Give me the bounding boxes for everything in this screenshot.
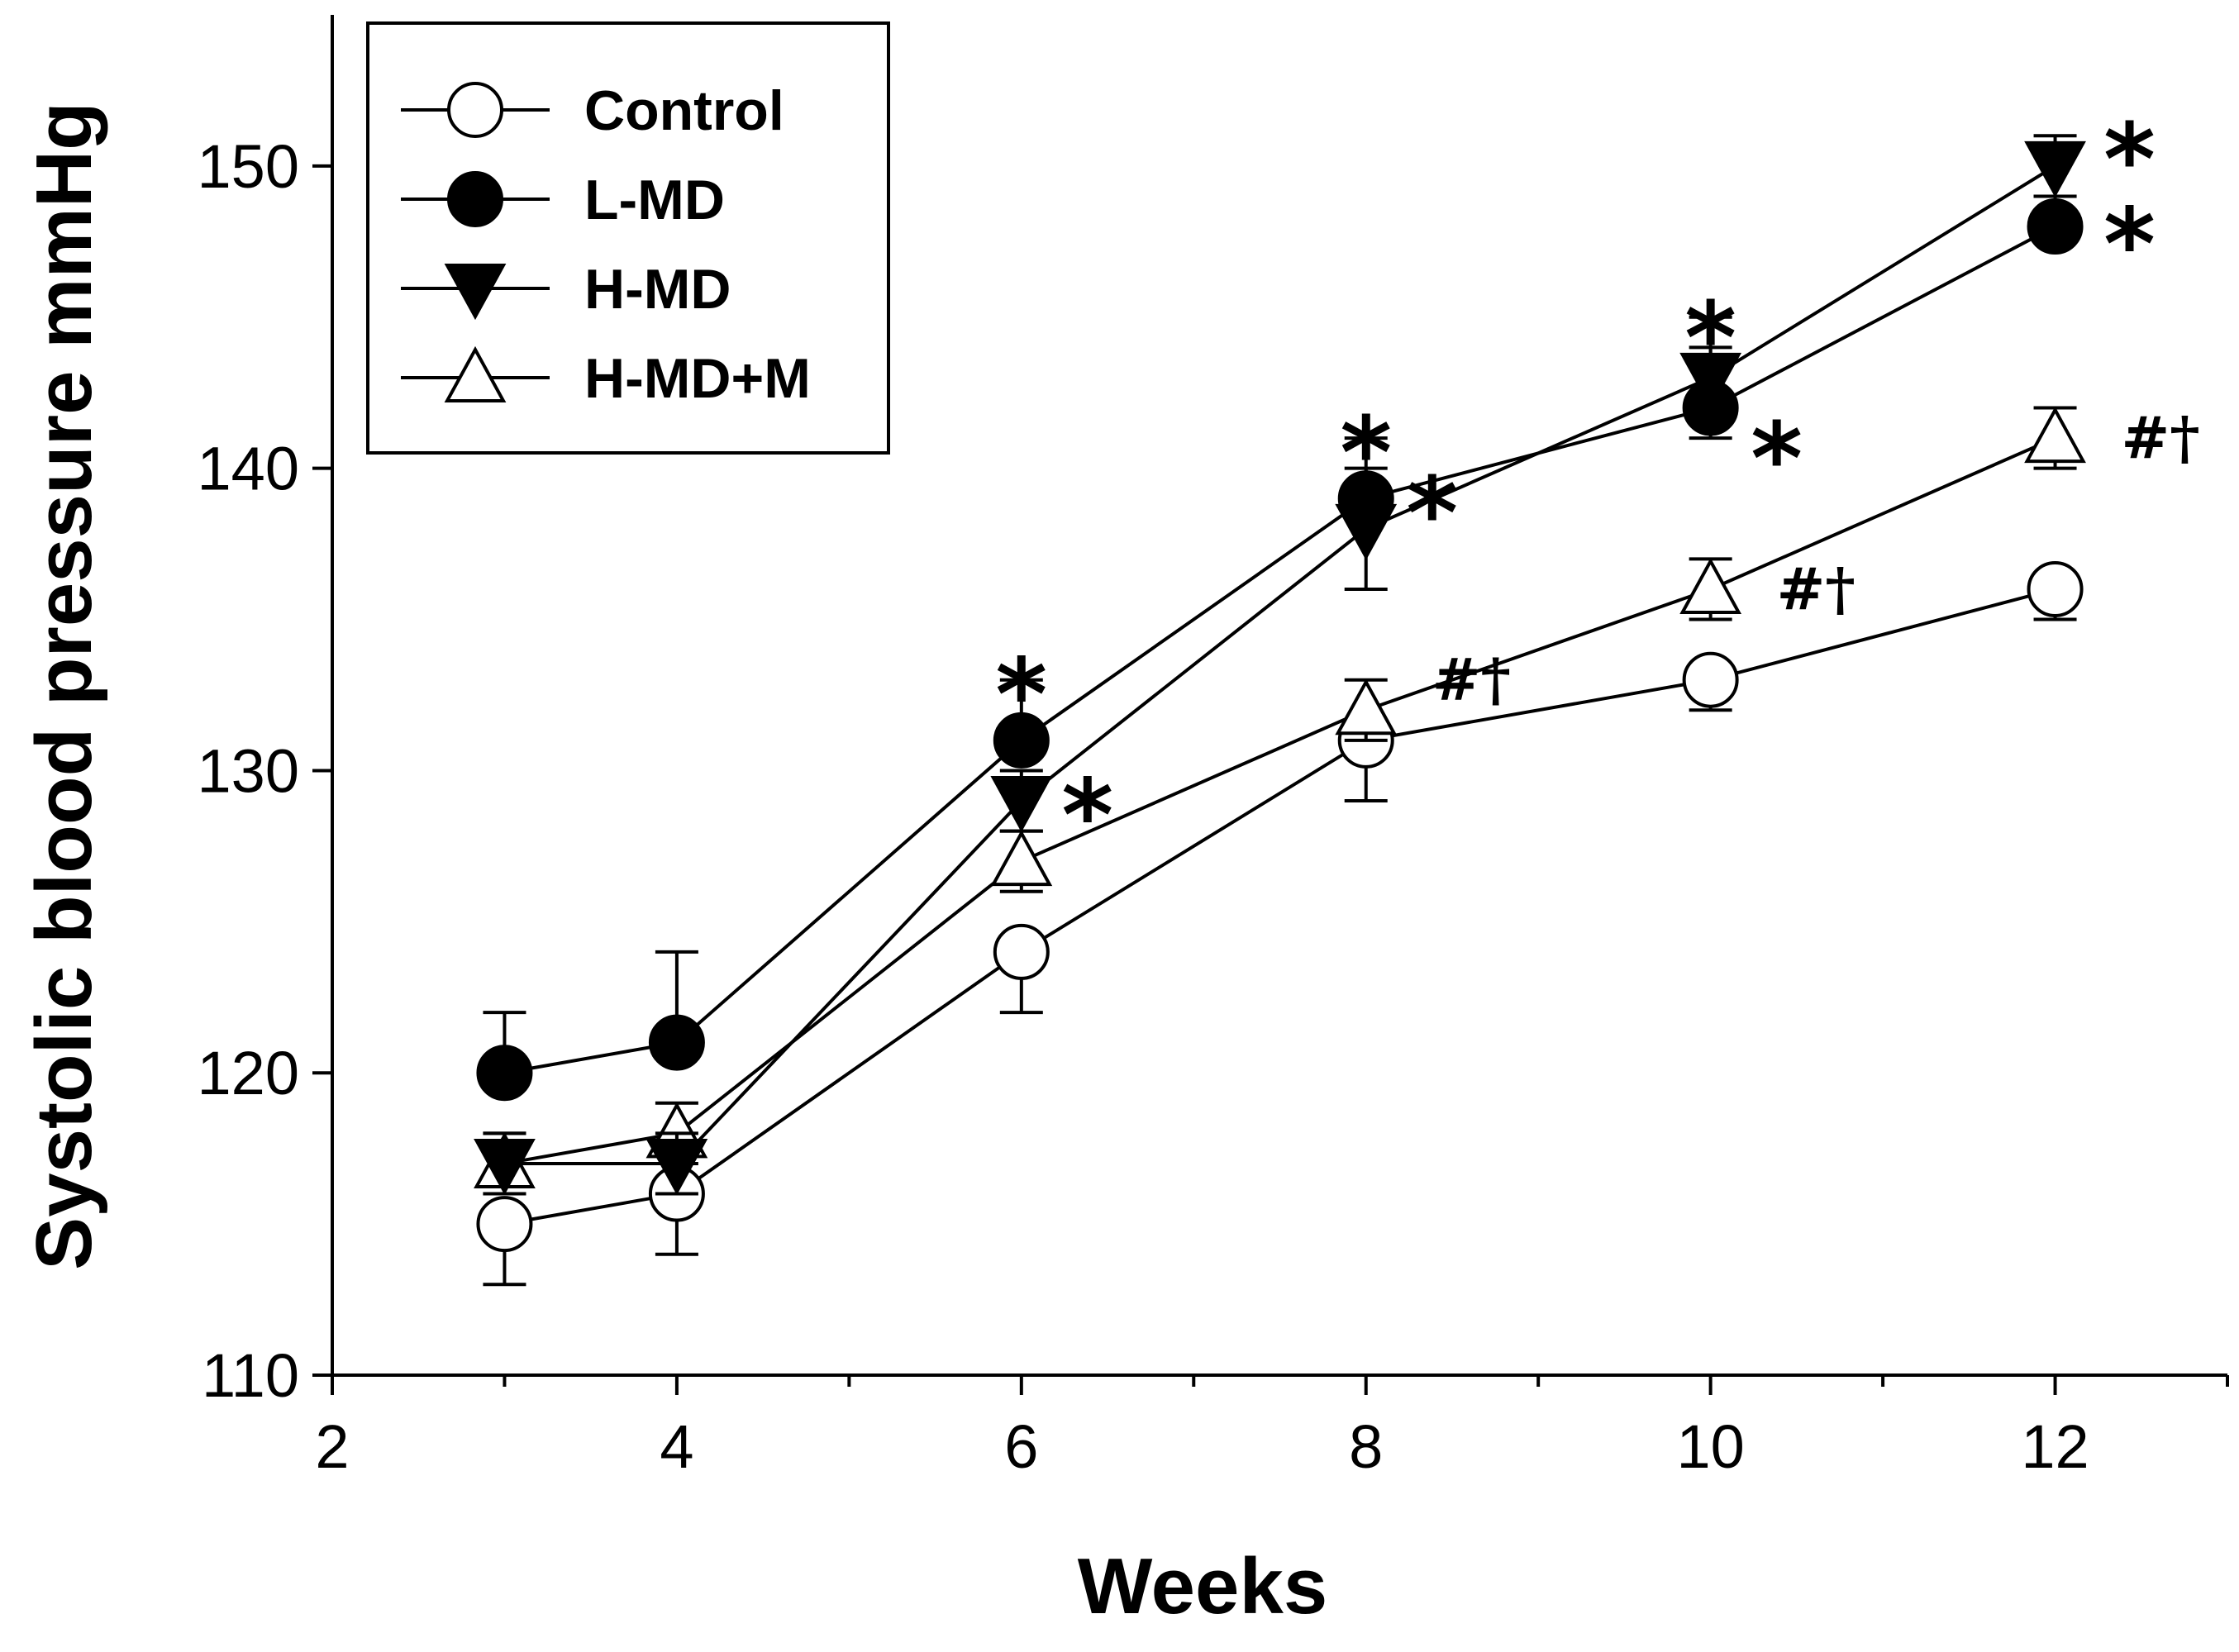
x-tick-label: 2 (315, 1412, 349, 1481)
data-point (993, 923, 1050, 980)
legend-marker (447, 171, 503, 227)
axes-group: 110 120 130 140 150 2 4 6 8 10 12 (198, 15, 2229, 1481)
series-line (504, 164, 2056, 1165)
significance-hash-dagger: #† (1432, 645, 1511, 714)
data-point (993, 712, 1050, 769)
x-tick-label: 12 (2021, 1412, 2089, 1481)
significance-star: * (1684, 282, 1736, 397)
significance-star: * (2103, 103, 2156, 218)
legend-group: Control L-MD H-MD H-MD+M (366, 21, 890, 455)
x-tick-label: 4 (660, 1412, 693, 1481)
legend-label: L-MD (584, 169, 725, 231)
series-line (504, 588, 2056, 1226)
significance-star: * (2103, 188, 2156, 302)
series-group (474, 134, 2086, 1287)
legend-marker (447, 82, 503, 138)
x-tick-label: 10 (1676, 1412, 1744, 1481)
significance-star: * (1061, 759, 1113, 874)
y-tick-label: 110 (202, 1341, 299, 1410)
data-point (648, 1014, 705, 1071)
y-tick-label: 120 (198, 1039, 299, 1107)
legend-item-l-md: L-MD (401, 169, 725, 231)
data-point (474, 1138, 536, 1196)
significance-hash-dagger: #† (2122, 403, 2200, 472)
legend-marker (444, 264, 507, 321)
data-point (990, 776, 1053, 833)
data-point (1682, 379, 1739, 436)
data-point (990, 830, 1053, 887)
series-line (504, 436, 2056, 1165)
data-point (2024, 406, 2086, 464)
significance-star: * (1406, 457, 1458, 572)
significance-hash-dagger: #† (1777, 555, 1856, 623)
y-tick-label: 130 (198, 736, 299, 805)
y-tick-label: 150 (198, 132, 299, 201)
x-tick-label: 6 (1004, 1412, 1038, 1481)
legend-marker (444, 345, 507, 402)
series-l-md (476, 194, 2084, 1102)
legend-label: H-MD+M (584, 347, 811, 410)
significance-star: * (995, 638, 1047, 753)
data-point (1337, 470, 1394, 527)
legend-item-h-md-m: H-MD+M (401, 345, 811, 410)
legend-label: Control (584, 79, 784, 142)
y-tick-label: 140 (198, 435, 299, 503)
x-axis-title: Weeks (1078, 1542, 1327, 1631)
x-tick-label: 8 (1349, 1412, 1383, 1481)
data-point (645, 1138, 708, 1196)
data-point (2027, 198, 2084, 255)
significance-star: * (1340, 397, 1392, 512)
data-point (1679, 557, 1742, 614)
data-point (2024, 140, 2086, 198)
legend-item-control: Control (401, 79, 784, 142)
data-point (2027, 560, 2084, 617)
legend-label: H-MD (584, 258, 731, 321)
data-point (476, 1045, 533, 1102)
legend-item-h-md: H-MD (401, 258, 731, 321)
significance-star: * (1751, 402, 1803, 517)
y-axis-title: Systolic blood pressure mmHg (20, 102, 108, 1270)
annotation-group: ****#†**#†**#† (995, 103, 2199, 874)
series-control (476, 560, 2084, 1287)
series-line (504, 225, 2056, 1075)
series-h-md-m (474, 406, 2086, 1196)
data-point (1682, 651, 1739, 708)
data-point (476, 1196, 533, 1253)
data-point (1335, 678, 1398, 736)
